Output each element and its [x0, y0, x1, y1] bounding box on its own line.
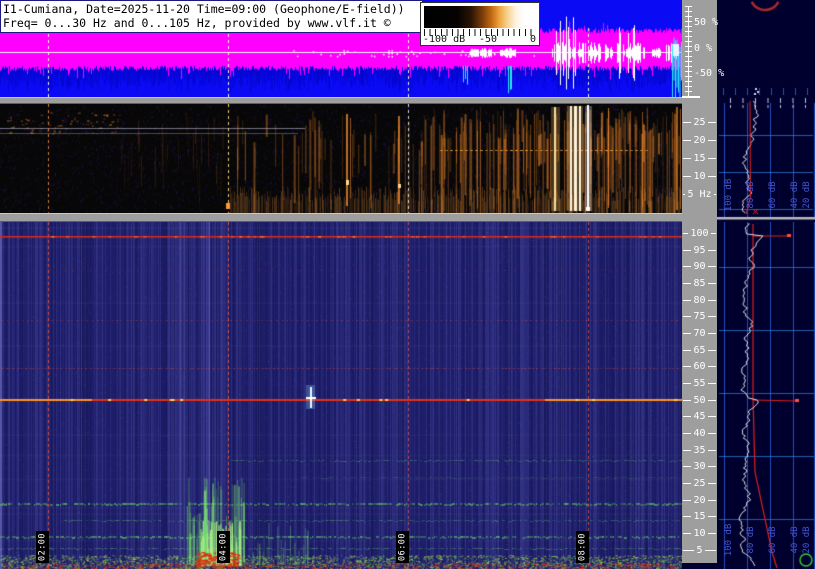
freq-label-text: 10: [691, 170, 708, 182]
freq-label-text: 5 Hz: [685, 188, 714, 200]
freq-label: 10: [682, 170, 717, 182]
time-label: 08:00: [576, 531, 589, 563]
station-title-box: I1-Cumiana, Date=2025-11-20 Time=09:00 (…: [0, 0, 423, 33]
db-axis-label-text: 80 dB: [746, 525, 756, 554]
freq-label-text: 30: [691, 460, 708, 472]
colorbar-label-min: -100 dB: [423, 34, 466, 45]
db-axis-label-text: 80 dB: [746, 180, 756, 209]
freq-label-text: 95: [691, 244, 708, 256]
time-label-text: 02:00: [37, 532, 47, 562]
db-axis-label: 80 dB: [744, 172, 758, 217]
amplitude-label: -50 %: [694, 68, 725, 79]
db-axis-label: 60 dB: [766, 172, 780, 217]
freq-label: 60: [682, 360, 717, 372]
db-axis-label-text: 20 dB: [802, 525, 812, 554]
geophone-spectrogram: [0, 104, 682, 213]
freq-label-text: 85: [691, 277, 708, 289]
db-axis-label-text: 100 dB: [724, 523, 734, 556]
freq-label: 40: [682, 427, 717, 439]
freq-label-text: 75: [691, 310, 708, 322]
freq-label: 15: [682, 510, 717, 522]
station-title-line2: Freq= 0...30 Hz and 0...105 Hz, provided…: [3, 16, 391, 30]
db-axis-label: 60 dB: [766, 517, 780, 562]
db-axis-label: 100 dB: [722, 517, 736, 562]
freq-label: 15: [682, 152, 717, 164]
freq-label-text: 60: [691, 360, 708, 372]
spectrum-panel-geophone: [717, 95, 815, 222]
freq-label: 35: [682, 444, 717, 456]
freq-label-text: 50: [691, 394, 708, 406]
time-label: 02:00: [36, 531, 49, 563]
freq-label: 50: [682, 394, 717, 406]
freq-label: 100: [682, 227, 717, 239]
freq-label-text: 15: [691, 510, 708, 522]
freq-label-text: 10: [691, 527, 708, 539]
freq-label-text: 35: [691, 444, 708, 456]
amplitude-label: 50 %: [694, 17, 719, 28]
db-axis-label-text: 60 dB: [768, 525, 778, 554]
freq-label: 10: [682, 527, 717, 539]
db-axis-label-text: 20 dB: [802, 180, 812, 209]
time-label-text: 06:00: [397, 532, 407, 562]
separator-mid: [0, 213, 682, 222]
freq-label: 55: [682, 377, 717, 389]
scale-strip-end: [682, 563, 717, 569]
db-axis-label: 20 dB: [800, 517, 814, 562]
freq-label-text: 70: [691, 327, 708, 339]
db-axis-label-text: 100 dB: [724, 178, 734, 211]
freq-label: 20: [682, 134, 717, 146]
time-label-text: 08:00: [577, 532, 587, 562]
freq-label-text: 5: [694, 544, 705, 556]
db-colorbar: -100 dB -50 0: [420, 2, 540, 46]
time-label: 04:00: [217, 531, 230, 563]
freq-label: 90: [682, 260, 717, 272]
colorbar-label-max: 0: [529, 34, 536, 45]
db-axis-label: 20 dB: [800, 172, 814, 217]
spectrum-panel-efield: [717, 222, 815, 569]
freq-label: 25: [682, 116, 717, 128]
freq-label: 20: [682, 494, 717, 506]
freq-label-text: 25: [691, 116, 708, 128]
amplitude-ruler-ticks: [685, 6, 692, 96]
freq-label-text: 65: [691, 344, 708, 356]
amplitude-baseline: [682, 96, 700, 98]
freq-label: 30: [682, 460, 717, 472]
freq-label: 5: [682, 544, 717, 556]
freq-label-text: 80: [691, 294, 708, 306]
freq-label-text: 15: [691, 152, 708, 164]
time-label-text: 04:00: [218, 532, 228, 562]
db-axis-label: 80 dB: [744, 517, 758, 562]
freq-label-text: 40: [691, 427, 708, 439]
freq-label: 95: [682, 244, 717, 256]
db-axis-label: 100 dB: [722, 172, 736, 217]
efield-spectrogram: [0, 222, 682, 569]
amplitude-label: 0 %: [694, 43, 713, 54]
freq-label-text: 25: [691, 477, 708, 489]
station-title-line1: I1-Cumiana, Date=2025-11-20 Time=09:00 (…: [3, 2, 405, 16]
freq-label-text: 20: [691, 134, 708, 146]
freq-label-text: 45: [691, 410, 708, 422]
freq-label-text: 20: [691, 494, 708, 506]
db-axis-label-text: 60 dB: [768, 180, 778, 209]
freq-label: 5 Hz: [682, 188, 717, 200]
scale-strip: 50 % 0 % -50 % 25 20 15 10 5 Hz 100 95 9…: [682, 0, 724, 563]
colorbar-label-mid: -50: [479, 34, 498, 45]
freq-label: 45: [682, 410, 717, 422]
separator-top: [0, 97, 682, 104]
freq-label-text: 55: [691, 377, 708, 389]
freq-label: 75: [682, 310, 717, 322]
spectrum-panel-top: [717, 0, 815, 95]
freq-label-text: 90: [691, 260, 708, 272]
freq-label: 85: [682, 277, 717, 289]
time-label: 06:00: [396, 531, 409, 563]
colorbar-ticks: [424, 29, 536, 36]
colorbar-gradient: [424, 6, 536, 28]
freq-label: 70: [682, 327, 717, 339]
freq-label: 80: [682, 294, 717, 306]
freq-label: 25: [682, 477, 717, 489]
freq-label-text: 100: [688, 227, 711, 239]
freq-label: 65: [682, 344, 717, 356]
